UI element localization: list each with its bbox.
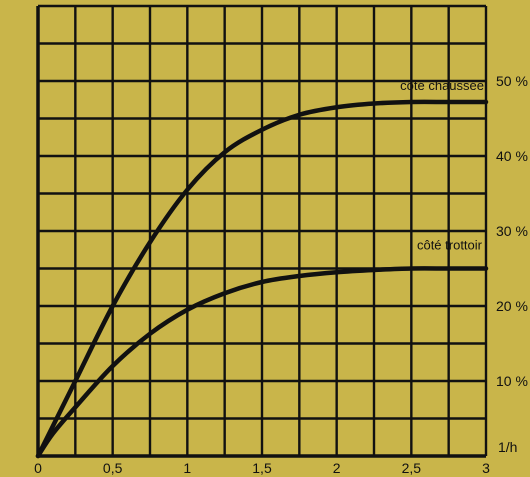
unit-label: 1/h [498,439,517,455]
x-tick-label: 2 [333,460,341,476]
x-tick-label: 0 [34,460,42,476]
y-tick-label: 40 % [496,148,528,164]
y-tick-label: 10 % [496,373,528,389]
y-tick-label: 30 % [496,223,528,239]
x-tick-label: 2,5 [402,460,422,476]
series-labels: côté chaussée côté trottoir [400,78,484,253]
y-tick-label: 20 % [496,298,528,314]
series-line-trottoir [35,266,489,459]
x-tick-label: 0,5 [103,460,123,476]
x-tick-label: 3 [482,460,490,476]
series-line-chaussee [35,99,489,459]
y-axis-tick-labels: 10 % 20 % 30 % 40 % 50 % 1/h [496,73,528,455]
grid [36,4,488,458]
x-axis-tick-labels: 0 0,5 1 1,5 2 2,5 3 [34,460,490,476]
y-tick-label: 50 % [496,73,528,89]
x-tick-label: 1 [183,460,191,476]
series-label-trottoir: côté trottoir [417,238,483,253]
x-tick-label: 1,5 [252,460,272,476]
series-layer [35,99,489,459]
series-label-chaussee: côté chaussée [400,78,484,93]
